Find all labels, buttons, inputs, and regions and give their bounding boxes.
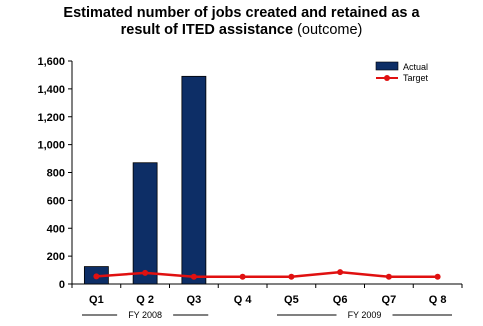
point-target xyxy=(142,269,149,276)
y-tick-label: 0 xyxy=(59,279,65,291)
x-tick-label: Q1 xyxy=(89,294,104,306)
x-tick-label: Q5 xyxy=(284,294,299,306)
point-target xyxy=(385,273,392,280)
legend-marker-target xyxy=(384,75,390,81)
y-tick-label: 400 xyxy=(47,223,65,235)
group-label: FY 2009 xyxy=(348,310,382,320)
y-tick-label: 1,200 xyxy=(37,112,65,124)
y-tick-label: 1,400 xyxy=(37,84,65,96)
x-tick-label: Q 2 xyxy=(136,294,154,306)
legend-label-actual: Actual xyxy=(403,62,428,72)
x-tick-label: Q6 xyxy=(333,294,348,306)
x-tick-label: Q 4 xyxy=(234,294,253,306)
point-target xyxy=(337,269,344,276)
point-target xyxy=(190,273,197,280)
y-tick-label: 200 xyxy=(47,251,65,263)
bar-actual xyxy=(181,75,207,285)
chart-title-line2-suffix: (outcome) xyxy=(293,22,363,38)
group-label: FY 2008 xyxy=(128,310,162,320)
x-tick-label: Q 8 xyxy=(429,294,447,306)
chart-title-line1: Estimated number of jobs created and ret… xyxy=(63,5,420,21)
point-target xyxy=(288,273,295,280)
point-target xyxy=(239,273,246,280)
point-target xyxy=(434,273,441,280)
x-tick-label: Q3 xyxy=(187,294,202,306)
legend-label-target: Target xyxy=(403,73,429,83)
y-tick-label: 600 xyxy=(47,195,65,207)
bar-actual xyxy=(132,162,158,285)
line-target xyxy=(96,270,438,279)
legend-swatch-actual xyxy=(375,61,399,71)
chart-title: Estimated number of jobs created and ret… xyxy=(0,5,483,39)
y-tick-label: 1,600 xyxy=(37,56,65,68)
y-tick-label: 1,000 xyxy=(37,140,65,152)
point-target xyxy=(93,273,100,280)
chart-title-line2: result of ITED assistance (outcome) xyxy=(0,22,483,39)
chart-title-line2-bold: result of ITED assistance xyxy=(120,22,294,38)
x-tick-label: Q7 xyxy=(382,294,397,306)
y-tick-label: 800 xyxy=(47,168,65,180)
